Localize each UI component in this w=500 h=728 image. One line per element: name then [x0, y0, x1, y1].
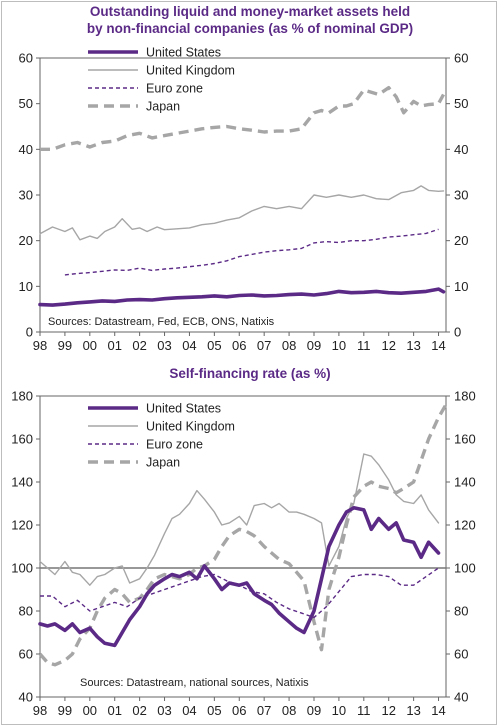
x-tick-label: 06 [232, 338, 246, 353]
y-tick-label-right: 30 [454, 188, 468, 203]
y-tick-label-left: 100 [11, 561, 33, 576]
legend-label: Japan [146, 456, 180, 470]
x-tick-label: 13 [406, 338, 420, 353]
x-tick-label: 04 [182, 703, 196, 718]
y-tick-label-left: 0 [26, 325, 33, 340]
legend-label: United Kingdom [146, 420, 235, 434]
y-tick-label-left: 180 [11, 389, 33, 404]
y-tick-label-left: 40 [19, 142, 33, 157]
y-tick-label-right: 20 [454, 233, 468, 248]
x-tick-label: 13 [406, 703, 420, 718]
x-tick-label: 07 [257, 338, 271, 353]
y-tick-label-right: 180 [454, 389, 476, 404]
y-tick-label-right: 160 [454, 432, 476, 447]
y-tick-label-right: 60 [454, 51, 468, 66]
y-tick-label-left: 140 [11, 475, 33, 490]
x-tick-label: 07 [257, 703, 271, 718]
x-tick-label: 10 [332, 703, 346, 718]
legend-label: Euro zone [146, 82, 203, 96]
y-tick-label-right: 100 [454, 561, 476, 576]
y-tick-label-left: 60 [19, 51, 33, 66]
x-tick-label: 01 [107, 338, 121, 353]
y-tick-label-right: 50 [454, 96, 468, 111]
y-tick-label-left: 30 [19, 188, 33, 203]
x-tick-label: 09 [307, 338, 321, 353]
x-tick-label: 00 [83, 703, 97, 718]
chart-title-line-2: by non-financial companies (as % of nomi… [87, 21, 413, 36]
legend-label: Japan [146, 100, 180, 114]
chart-self-financing: Self-financing rate (as %) 40 40 60 60 80 80 1… [11, 366, 475, 718]
x-tick-label: 08 [282, 338, 296, 353]
x-tick-label: 11 [357, 338, 371, 353]
x-tick-label: 09 [307, 703, 321, 718]
x-tick-label: 06 [232, 703, 246, 718]
y-tick-label-right: 10 [454, 279, 468, 294]
x-tick-label: 02 [132, 338, 146, 353]
x-tick-label: 14 [431, 338, 445, 353]
source-note: Sources: Datastream, national sources, N… [80, 677, 309, 689]
y-tick-label-left: 10 [19, 279, 33, 294]
x-tick-label: 98 [33, 703, 47, 718]
x-tick-label: 05 [207, 338, 221, 353]
series-line-united-kingdom [39, 453, 440, 586]
x-tick-label: 08 [282, 703, 296, 718]
x-tick-label: 99 [58, 338, 72, 353]
y-tick-label-left: 160 [11, 432, 33, 447]
legend-label: United States [146, 402, 221, 416]
y-tick-label-right: 80 [454, 604, 468, 619]
chart-title: Self-financing rate (as %) [169, 366, 330, 381]
series-line-united-kingdom [39, 185, 445, 241]
chart-title-line-1: Outstanding liquid and money-market asse… [90, 4, 410, 19]
x-tick-label: 03 [157, 338, 171, 353]
x-tick-label: 04 [182, 338, 196, 353]
y-tick-label-left: 20 [19, 233, 33, 248]
x-tick-label: 05 [207, 703, 221, 718]
x-tick-label: 00 [83, 338, 97, 353]
y-tick-label-left: 40 [19, 690, 33, 705]
series-line-euro-zone [64, 228, 439, 276]
source-note: Sources: Datastream, Fed, ECB, ONS, Nati… [48, 316, 275, 328]
y-tick-label-left: 50 [19, 96, 33, 111]
x-tick-label: 10 [332, 338, 346, 353]
y-tick-label-right: 40 [454, 690, 468, 705]
y-tick-label-right: 140 [454, 475, 476, 490]
x-tick-label: 99 [58, 703, 72, 718]
plot-area [39, 395, 447, 698]
series-line-japan [38, 403, 448, 667]
y-tick-label-left: 120 [11, 518, 33, 533]
y-tick-label-left: 60 [19, 647, 33, 662]
legend-label: United Kingdom [146, 64, 235, 78]
y-tick-label-left: 80 [19, 604, 33, 619]
x-tick-label: 12 [381, 703, 395, 718]
chart-liquid-assets: Outstanding liquid and money-market asse… [19, 4, 469, 353]
legend-label: United States [146, 46, 221, 60]
y-tick-label-right: 60 [454, 647, 468, 662]
series-line-united-states [38, 506, 441, 648]
series-line-japan [40, 86, 445, 151]
legend-label: Euro zone [146, 438, 203, 452]
x-tick-label: 03 [157, 703, 171, 718]
x-tick-label: 02 [132, 703, 146, 718]
x-tick-label: 11 [357, 703, 371, 718]
y-tick-label-right: 0 [454, 325, 461, 340]
x-tick-label: 98 [33, 338, 47, 353]
x-tick-label: 14 [431, 703, 445, 718]
y-tick-label-right: 40 [454, 142, 468, 157]
y-tick-label-right: 120 [454, 518, 476, 533]
x-tick-label: 12 [381, 338, 395, 353]
x-tick-label: 01 [107, 703, 121, 718]
series-line-united-states [38, 287, 446, 307]
